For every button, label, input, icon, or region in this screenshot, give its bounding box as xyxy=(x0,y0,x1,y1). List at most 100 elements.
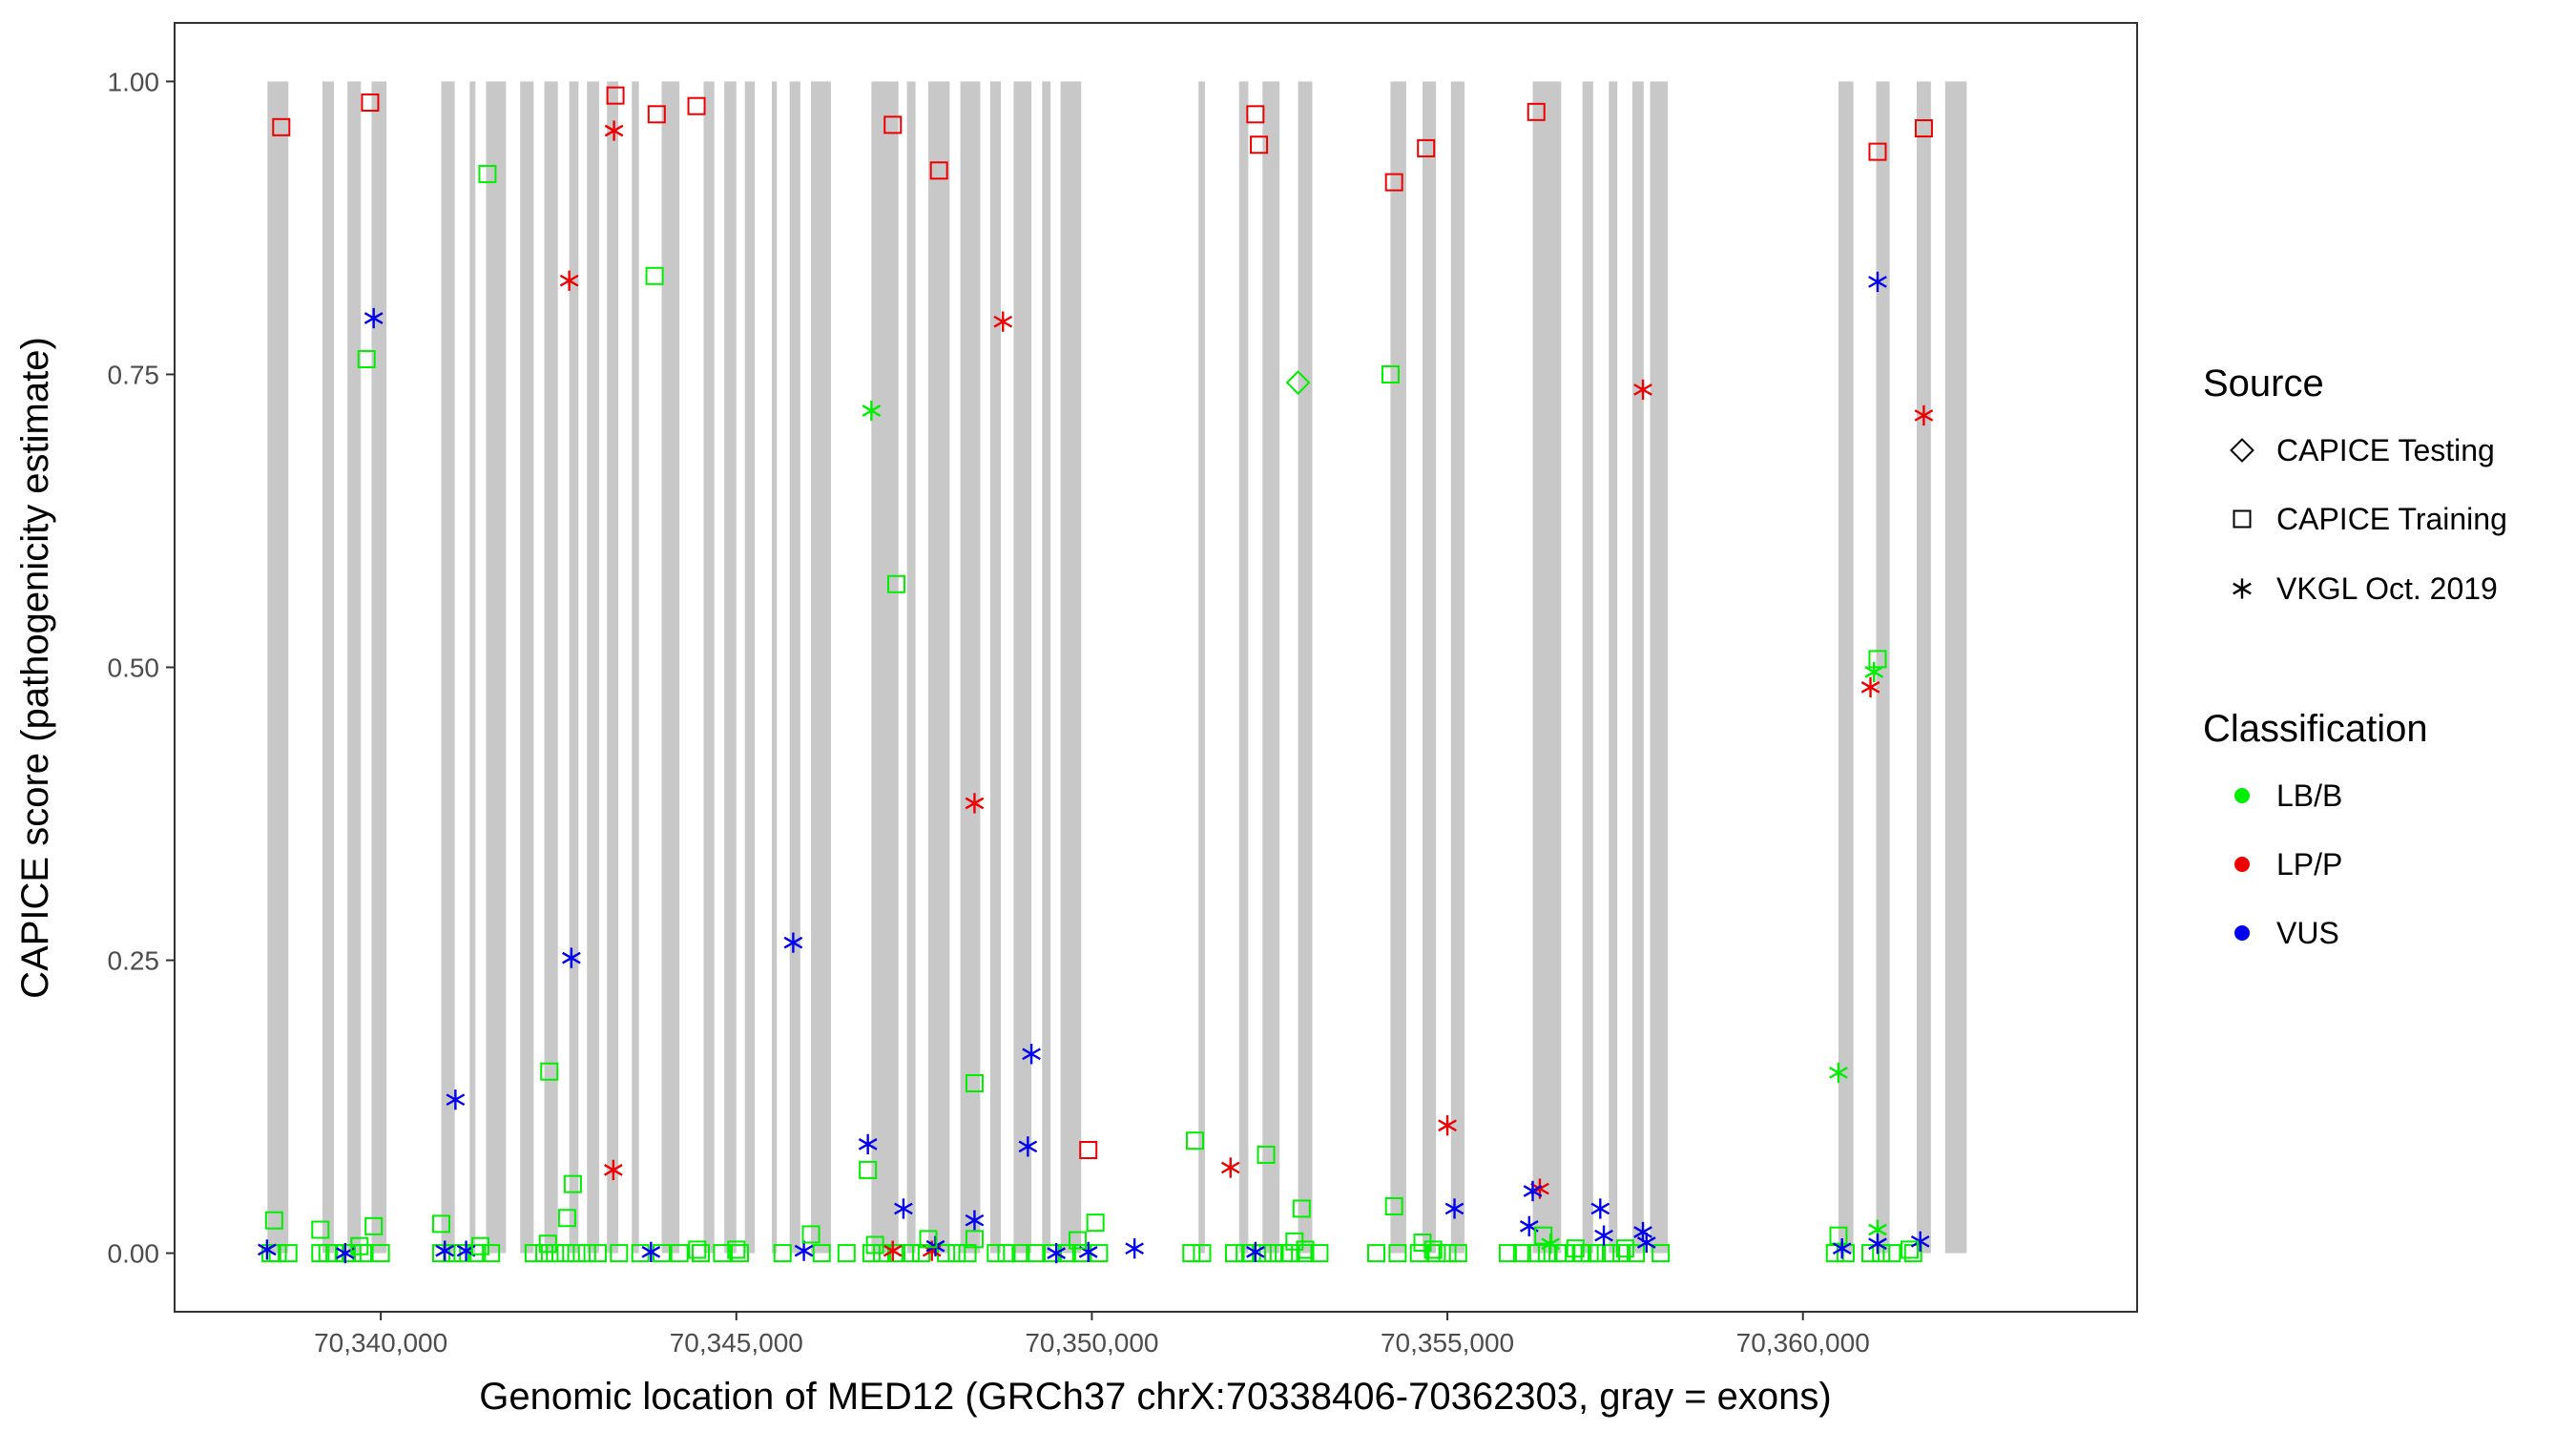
data-point-99 xyxy=(1069,1231,1088,1250)
exon-band-5 xyxy=(441,81,455,1254)
data-point-97 xyxy=(919,1230,938,1249)
exon-band-41 xyxy=(1838,81,1854,1254)
data-point-37 xyxy=(965,1074,984,1093)
y-tick-label-1: 0.00 xyxy=(108,1239,160,1269)
baseline-point-46 xyxy=(1057,1244,1076,1263)
data-point-54 xyxy=(1292,1199,1311,1218)
legend-item-capice-testing: CAPICE Testing xyxy=(2276,433,2495,467)
legend-item-capice-training: CAPICE Training xyxy=(2276,502,2507,536)
baseline-point-55 xyxy=(1263,1244,1282,1263)
data-point-93 xyxy=(538,1234,557,1254)
data-point-60 xyxy=(1384,173,1403,192)
exon-band-14 xyxy=(661,81,680,1254)
data-point-2 xyxy=(361,93,380,113)
y-tick-label-2: 0.25 xyxy=(108,946,160,976)
data-point-82 xyxy=(1868,650,1887,669)
baseline-point-64 xyxy=(1438,1244,1457,1263)
data-point-9 xyxy=(647,105,666,124)
baseline-point-76 xyxy=(1612,1244,1631,1263)
exon-band-4 xyxy=(371,81,387,1254)
baseline-point-18 xyxy=(546,1244,565,1263)
legend-item-vkgl: VKGL Oct. 2019 xyxy=(2276,571,2498,606)
y-tick-label-5: 1.00 xyxy=(108,67,160,96)
exon-band-6 xyxy=(469,81,476,1254)
legend: Source CAPICE Testing CAPICE Training VK… xyxy=(2203,363,2507,950)
data-point-17 xyxy=(563,1174,582,1193)
baseline-point-45 xyxy=(1043,1244,1062,1263)
legend-item-lbb: LB/B xyxy=(2276,778,2342,813)
exon-band-26 xyxy=(1013,81,1032,1254)
data-point-40 xyxy=(1079,1141,1098,1160)
data-point-30 xyxy=(883,115,903,135)
exon-band-37 xyxy=(1582,81,1593,1254)
baseline-point-74 xyxy=(1588,1244,1607,1263)
baseline-point-80 xyxy=(1836,1244,1855,1263)
data-point-57 xyxy=(1285,370,1311,395)
legend-key-lpp xyxy=(2234,857,2250,872)
data-point-31 xyxy=(929,161,948,180)
data-point-89 xyxy=(1868,1234,1887,1255)
data-point-layer xyxy=(258,86,1934,1264)
data-point-3 xyxy=(364,307,384,329)
data-point-66 xyxy=(1413,1234,1432,1253)
data-point-15 xyxy=(783,932,803,953)
baseline-point-23 xyxy=(610,1244,629,1263)
baseline-point-3 xyxy=(279,1244,298,1263)
exon-band-38 xyxy=(1609,81,1618,1254)
baseline-point-40 xyxy=(958,1244,977,1263)
exon-band-15 xyxy=(703,81,715,1254)
exon-band-33 xyxy=(1390,81,1406,1254)
data-point-75 xyxy=(1636,1232,1656,1254)
baseline-point-51 xyxy=(1224,1244,1243,1263)
exon-band-8 xyxy=(520,81,534,1254)
data-point-102 xyxy=(1566,1239,1585,1258)
data-point-88 xyxy=(1832,1238,1852,1259)
data-point-6 xyxy=(559,270,579,291)
data-point-90 xyxy=(1910,1231,1930,1252)
data-point-7 xyxy=(604,120,624,141)
exon-band-34 xyxy=(1422,81,1437,1254)
baseline-point-15 xyxy=(482,1244,501,1263)
baseline-point-6 xyxy=(325,1244,344,1263)
exon-band-24 xyxy=(960,81,981,1254)
baseline-point-78 xyxy=(1652,1244,1671,1263)
baseline-point-42 xyxy=(997,1244,1016,1263)
baseline-point-22 xyxy=(588,1244,607,1263)
data-point-34 xyxy=(886,574,905,593)
data-point-21 xyxy=(311,1220,330,1239)
data-point-32 xyxy=(993,311,1013,332)
exon-band-1 xyxy=(267,81,289,1254)
data-point-47 xyxy=(925,1235,945,1256)
exon-band-3 xyxy=(347,81,362,1254)
exon-band-13 xyxy=(632,81,639,1254)
exon-band-7 xyxy=(486,81,507,1254)
baseline-point-20 xyxy=(567,1244,586,1263)
data-point-42 xyxy=(894,1198,913,1219)
baseline-point-65 xyxy=(1448,1244,1467,1263)
data-point-20 xyxy=(264,1211,283,1230)
data-point-55 xyxy=(1246,105,1265,124)
baseline-point-2 xyxy=(268,1244,287,1263)
exon-band-20 xyxy=(811,81,831,1254)
data-point-48 xyxy=(1047,1242,1067,1264)
data-point-79 xyxy=(1914,119,1933,138)
baseline-point-21 xyxy=(577,1244,596,1263)
baseline-point-53 xyxy=(1242,1244,1261,1263)
baseline-point-31 xyxy=(812,1244,831,1263)
exon-band-40 xyxy=(1650,81,1669,1254)
baseline-point-28 xyxy=(713,1244,732,1263)
data-point-74 xyxy=(1594,1225,1613,1246)
baseline-point-75 xyxy=(1601,1244,1620,1263)
exon-band-9 xyxy=(544,81,558,1254)
data-point-56 xyxy=(1250,135,1269,155)
y-tick-label-4: 0.75 xyxy=(108,360,160,389)
exon-band-36 xyxy=(1532,81,1562,1254)
baseline-point-39 xyxy=(947,1244,966,1263)
exon-band-16 xyxy=(724,81,737,1254)
data-point-80 xyxy=(1868,271,1887,293)
baseline-point-36 xyxy=(901,1244,920,1263)
exon-band-35 xyxy=(1450,81,1465,1254)
legend-item-lpp: LP/P xyxy=(2276,847,2342,881)
exon-band-29 xyxy=(1198,81,1205,1254)
